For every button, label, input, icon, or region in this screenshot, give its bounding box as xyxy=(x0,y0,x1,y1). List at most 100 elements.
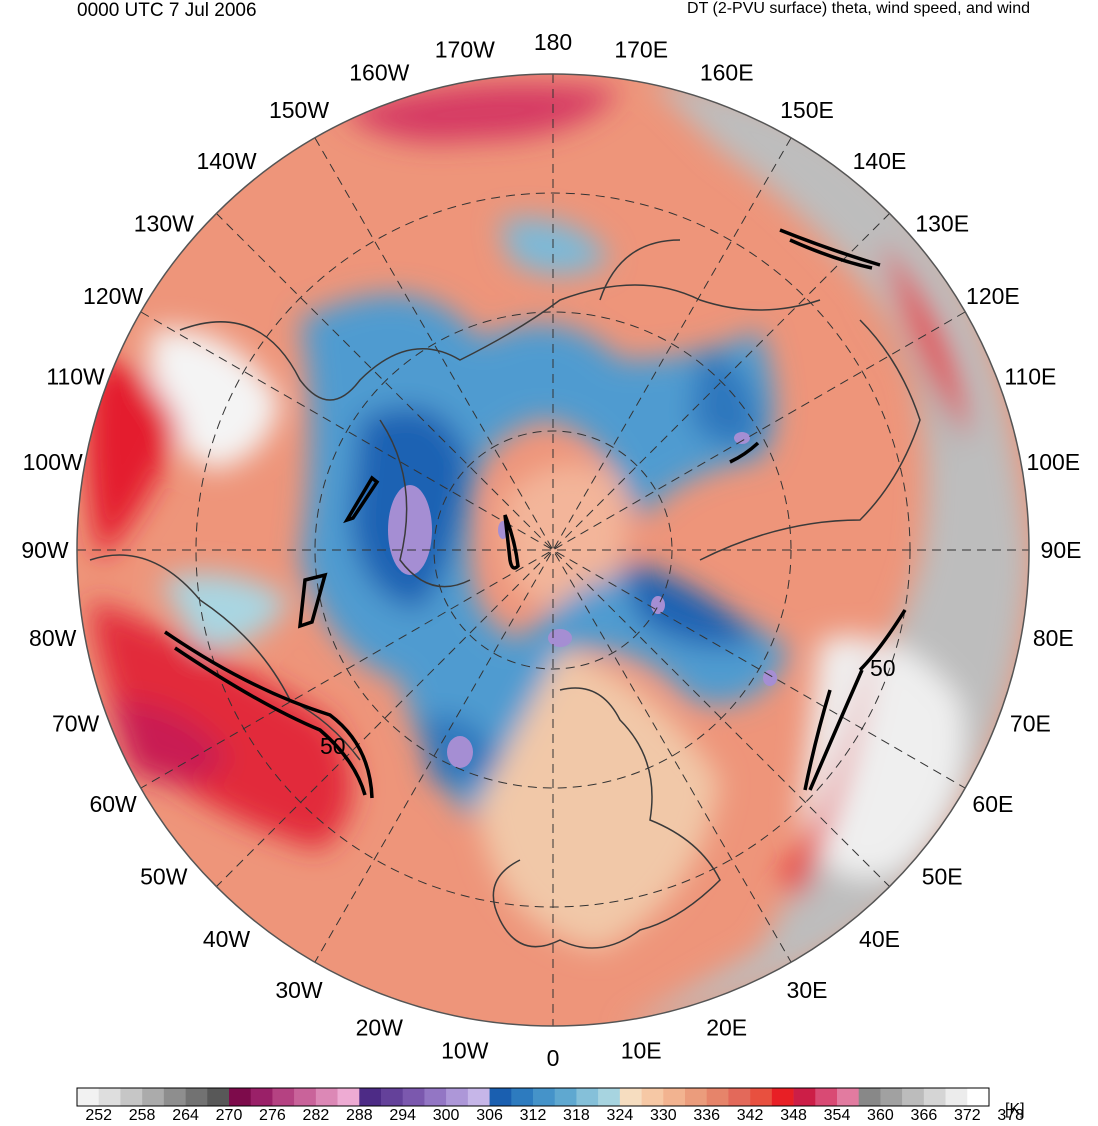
colorbar-tick-label: 294 xyxy=(389,1107,416,1124)
colorbar-swatch xyxy=(163,1088,186,1106)
lon-label-60e: 60E xyxy=(972,791,1013,817)
colorbar-swatch xyxy=(663,1088,686,1106)
colorbar-tick-label: 348 xyxy=(780,1107,807,1124)
colorbar-swatch xyxy=(641,1088,664,1106)
lon-label-110e: 110E xyxy=(1004,363,1056,389)
colorbar-tick-label: 270 xyxy=(216,1107,243,1124)
colorbar-tick-label: 276 xyxy=(259,1107,286,1124)
lon-label-130e: 130E xyxy=(915,211,969,237)
colorbar-tick-label: 378 xyxy=(997,1107,1024,1124)
colorbar-tick-label: 306 xyxy=(476,1107,503,1124)
colorbar-swatch xyxy=(229,1088,252,1106)
colorbar-swatch xyxy=(793,1088,816,1106)
colorbar-swatch xyxy=(142,1088,165,1106)
lon-label-50w: 50W xyxy=(140,864,188,890)
contour-label-jet-east: 50 xyxy=(870,655,896,681)
colorbar-frame xyxy=(76,1087,990,1107)
colorbar-tick-label: 312 xyxy=(520,1107,547,1124)
colorbar-unit: [K] xyxy=(1005,1101,1025,1118)
lon-label-80w: 80W xyxy=(29,625,77,651)
lon-label-160e: 160E xyxy=(700,60,754,86)
colorbar-swatch xyxy=(250,1088,273,1106)
lon-label-70w: 70W xyxy=(52,711,100,737)
colorbar-swatch xyxy=(98,1088,121,1106)
colorbar-swatch xyxy=(619,1088,642,1106)
colorbar-swatch xyxy=(945,1088,968,1106)
lon-label-70e: 70E xyxy=(1010,711,1051,737)
lon-label-110w: 110W xyxy=(46,363,105,389)
valid-time-label: 0000 UTC 7 Jul 2006 xyxy=(77,0,257,21)
colorbar-tick-label: 360 xyxy=(867,1107,894,1124)
lon-label-50e: 50E xyxy=(922,864,963,890)
lon-label-30w: 30W xyxy=(275,977,323,1003)
colorbar-swatch xyxy=(858,1088,881,1106)
lon-label-90w: 90W xyxy=(21,537,69,563)
colorbar-tick-label: 342 xyxy=(737,1107,764,1124)
colorbar-swatch xyxy=(923,1088,946,1106)
lon-label-150w: 150W xyxy=(269,97,329,123)
colorbar-tick-label: 300 xyxy=(433,1107,460,1124)
colorbar-swatch xyxy=(554,1088,577,1106)
lon-label-20w: 20W xyxy=(356,1014,404,1040)
map-boundary xyxy=(76,73,1030,1027)
colorbar-swatch xyxy=(576,1088,599,1106)
colorbar-tick-label: 252 xyxy=(85,1107,112,1124)
colorbar-swatch xyxy=(489,1088,512,1106)
colorbar-swatch xyxy=(880,1088,903,1106)
colorbar-swatch xyxy=(359,1088,382,1106)
lon-label-130w: 130W xyxy=(134,211,194,237)
lon-label-40w: 40W xyxy=(203,926,251,952)
colorbar-swatch xyxy=(424,1088,447,1106)
colorbar-swatch xyxy=(815,1088,838,1106)
lon-label-150e: 150E xyxy=(780,97,834,123)
lon-label-140e: 140E xyxy=(853,148,907,174)
contour-label-jet-west: 50 xyxy=(320,733,346,759)
colorbar-swatch xyxy=(402,1088,425,1106)
colorbar-swatch xyxy=(185,1088,208,1106)
lon-label-160w: 160W xyxy=(349,60,409,86)
colorbar-swatch xyxy=(902,1088,925,1106)
lon-label-180: 180 xyxy=(534,29,572,55)
lon-label-0: 0 xyxy=(547,1045,560,1071)
colorbar-tick-label: 318 xyxy=(563,1107,590,1124)
colorbar-swatch xyxy=(511,1088,534,1106)
colorbar-swatch xyxy=(315,1088,338,1106)
colorbar-swatch xyxy=(77,1088,100,1106)
colorbar-tick-label: 288 xyxy=(346,1107,373,1124)
colorbar-swatch xyxy=(706,1088,729,1106)
colorbar-tick-label: 324 xyxy=(607,1107,634,1124)
colorbar-swatch xyxy=(598,1088,621,1106)
colorbar-swatch xyxy=(533,1088,556,1106)
colorbar-tick-label: 366 xyxy=(911,1107,938,1124)
lon-label-90e: 90E xyxy=(1041,537,1082,563)
lon-label-170w: 170W xyxy=(435,37,495,63)
colorbar-swatch xyxy=(294,1088,317,1106)
lon-label-40e: 40E xyxy=(859,926,900,952)
lon-label-140w: 140W xyxy=(196,148,256,174)
colorbar-tick-label: 282 xyxy=(303,1107,330,1124)
colorbar-swatch xyxy=(750,1088,773,1106)
graticule xyxy=(77,74,1029,1026)
colorbar-swatch xyxy=(967,1088,990,1106)
colorbar-tick-label: 264 xyxy=(172,1107,199,1124)
colorbar-tick-label: 372 xyxy=(954,1107,981,1124)
colorbar-tick-label: 258 xyxy=(129,1107,156,1124)
colorbar-swatch xyxy=(728,1088,751,1106)
coastlines xyxy=(89,239,921,949)
lon-label-30e: 30E xyxy=(787,977,828,1003)
colorbar-swatch xyxy=(837,1088,860,1106)
colorbar-swatch xyxy=(337,1088,360,1106)
lon-label-60w: 60W xyxy=(89,791,137,817)
colorbar-swatch xyxy=(120,1088,143,1106)
colorbar-swatch xyxy=(272,1088,295,1106)
colorbar-tick-label: 330 xyxy=(650,1107,677,1124)
colorbar-swatch xyxy=(467,1088,490,1106)
jet-contours xyxy=(164,228,907,799)
colorbar-tick-label: 336 xyxy=(693,1107,720,1124)
lon-label-170e: 170E xyxy=(614,37,668,63)
lon-label-10e: 10E xyxy=(621,1037,662,1063)
lon-label-80e: 80E xyxy=(1033,625,1074,651)
lon-label-120w: 120W xyxy=(83,283,143,309)
lon-label-100w: 100W xyxy=(23,449,83,475)
